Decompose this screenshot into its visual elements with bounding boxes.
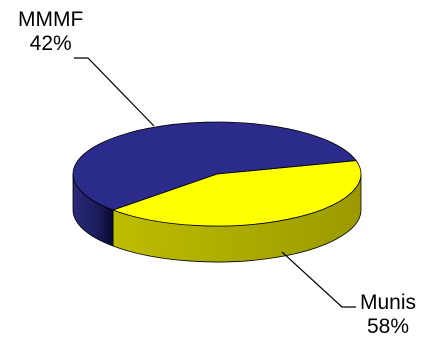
slice-label-mmmf: MMMF 42% xyxy=(18,8,83,56)
pie-slice-munis xyxy=(72,121,357,211)
slice-label-munis-pct: 58% xyxy=(367,315,410,338)
slice-label-munis: Munis 58% xyxy=(360,291,416,339)
pie-slice-mmmf xyxy=(111,160,362,227)
slice-label-munis-name: Munis xyxy=(360,291,417,314)
slice-label-mmmf-pct: 42% xyxy=(29,32,72,55)
slice-label-mmmf-name: MMMF xyxy=(18,8,84,31)
leader-line-munis xyxy=(281,251,356,308)
leader-line-mmmf xyxy=(74,57,155,127)
